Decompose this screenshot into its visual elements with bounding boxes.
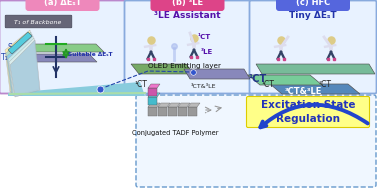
Polygon shape	[8, 82, 145, 96]
FancyBboxPatch shape	[276, 0, 350, 11]
Text: ¹CT: ¹CT	[134, 80, 147, 89]
Polygon shape	[10, 40, 40, 97]
FancyBboxPatch shape	[5, 15, 72, 28]
Polygon shape	[8, 32, 32, 54]
Polygon shape	[178, 103, 190, 107]
Polygon shape	[148, 84, 160, 88]
FancyBboxPatch shape	[124, 1, 250, 94]
Text: ³CT&³LE: ³CT&³LE	[285, 87, 322, 95]
Text: Tiny ΔEₛT: Tiny ΔEₛT	[289, 12, 337, 20]
Text: ³LE Assistant: ³LE Assistant	[154, 12, 221, 20]
Polygon shape	[131, 64, 194, 74]
Text: ¹CT: ¹CT	[248, 74, 266, 84]
Bar	[148, 107, 157, 116]
Bar	[168, 107, 177, 116]
FancyBboxPatch shape	[150, 0, 224, 11]
Polygon shape	[5, 78, 135, 95]
Polygon shape	[148, 103, 160, 107]
Bar	[158, 107, 167, 116]
Text: T₁: T₁	[2, 53, 9, 63]
Text: (c) HFC: (c) HFC	[296, 0, 330, 8]
Text: ³LE: ³LE	[201, 49, 213, 55]
Polygon shape	[168, 103, 180, 107]
FancyBboxPatch shape	[250, 1, 377, 94]
Polygon shape	[13, 54, 97, 62]
Polygon shape	[184, 69, 250, 79]
Text: (a) ΔEₛT: (a) ΔEₛT	[44, 0, 81, 8]
FancyBboxPatch shape	[0, 1, 126, 94]
Text: Excitation State
Regulation: Excitation State Regulation	[261, 100, 355, 124]
Polygon shape	[270, 84, 360, 94]
Polygon shape	[158, 103, 170, 107]
Polygon shape	[8, 36, 38, 95]
Polygon shape	[188, 103, 200, 107]
Polygon shape	[256, 64, 375, 74]
Polygon shape	[6, 32, 36, 93]
Text: T₁ of Backbone: T₁ of Backbone	[14, 19, 62, 25]
Text: ¹CT: ¹CT	[261, 80, 274, 89]
FancyBboxPatch shape	[247, 97, 369, 128]
Text: OLED Emitting layer: OLED Emitting layer	[148, 63, 221, 69]
Text: Suitable ΔEₛT: Suitable ΔEₛT	[68, 51, 112, 57]
Bar	[148, 97, 157, 105]
Text: ³CT&³LE: ³CT&³LE	[191, 84, 216, 89]
Polygon shape	[9, 38, 39, 96]
FancyBboxPatch shape	[136, 95, 376, 187]
Polygon shape	[19, 44, 104, 52]
Text: S₁: S₁	[7, 43, 15, 53]
Text: ¹CT: ¹CT	[198, 34, 211, 40]
Bar	[148, 88, 157, 96]
Polygon shape	[248, 75, 322, 85]
Bar	[188, 107, 197, 116]
Bar	[178, 107, 187, 116]
FancyBboxPatch shape	[26, 0, 100, 11]
Polygon shape	[7, 34, 37, 94]
Polygon shape	[5, 30, 35, 92]
Text: ³CT: ³CT	[319, 80, 332, 89]
Polygon shape	[148, 93, 160, 97]
Text: Conjugated TADF Polymer: Conjugated TADF Polymer	[132, 130, 218, 136]
Text: (b) ³LE: (b) ³LE	[172, 0, 203, 8]
